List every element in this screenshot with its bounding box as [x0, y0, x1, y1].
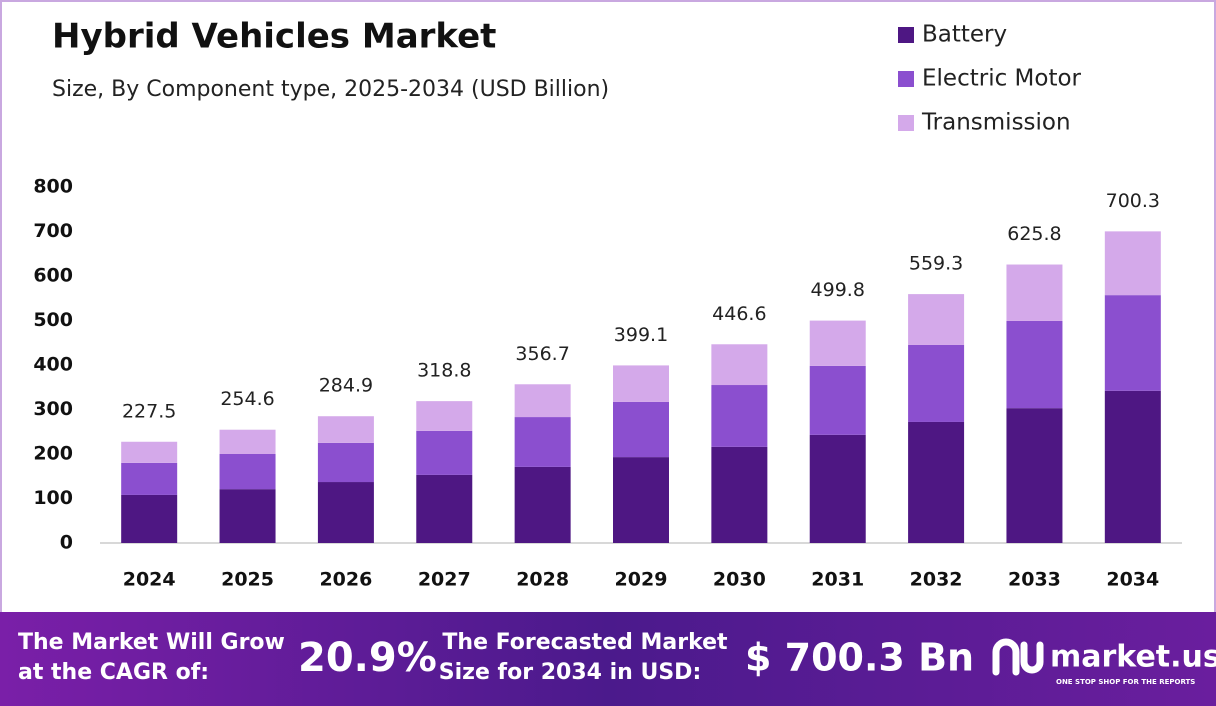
forecast-text: The Forecasted Market: [442, 630, 728, 655]
forecast-text: Size for 2034 in USD:: [439, 660, 702, 685]
legend-swatch: [898, 27, 914, 43]
tagline: ONE STOP SHOP FOR THE REPORTS: [1056, 678, 1195, 686]
x-tick-label: 2029: [615, 569, 668, 591]
legend: Battery Electric Motor Transmission: [898, 22, 1082, 136]
y-tick-label: 600: [33, 265, 73, 287]
bar-segment: [711, 446, 768, 543]
bar-segment: [121, 462, 178, 495]
logo-icon: [992, 638, 1044, 676]
bar-segment: [317, 442, 374, 483]
banner: [0, 612, 1216, 706]
y-tick-label: 200: [33, 443, 73, 465]
chart-title: Hybrid Vehicles Market: [52, 17, 496, 57]
bar-segment: [219, 454, 276, 490]
y-tick-label: 100: [33, 487, 73, 509]
total-label: 399.1: [614, 324, 668, 346]
bar-segment: [1006, 264, 1063, 321]
x-tick-label: 2033: [1008, 569, 1061, 591]
total-label: 446.6: [712, 303, 766, 325]
bar-segment: [1104, 295, 1161, 391]
total-label: 227.5: [122, 400, 176, 422]
cagr-text: at the CAGR of:: [18, 660, 209, 685]
bar-segment: [317, 482, 374, 543]
bar-segment: [613, 365, 669, 402]
bar-segment: [809, 320, 866, 366]
total-label: 559.3: [909, 253, 963, 275]
bar-segment: [1006, 320, 1063, 409]
total-label: 356.7: [515, 343, 569, 365]
banner-text: The Market Will Grow at the CAGR of: 20.…: [18, 630, 1216, 686]
forecast-value: $ 700.3 Bn: [745, 636, 974, 680]
bar-segment: [711, 385, 768, 447]
y-tick-label: 700: [33, 220, 73, 242]
x-tick-label: 2027: [418, 569, 471, 591]
bar-segment: [613, 457, 669, 543]
x-tick-label: 2025: [221, 569, 274, 591]
bar-segment: [809, 434, 866, 543]
y-tick-label: 300: [33, 398, 73, 420]
total-label: 625.8: [1007, 223, 1061, 245]
cagr-value: 20.9%: [298, 635, 437, 681]
total-label: 318.8: [417, 360, 471, 382]
bar-segment: [809, 365, 866, 435]
bar-segment: [711, 344, 768, 386]
bar-segment: [416, 401, 473, 431]
bar-segment: [1104, 390, 1161, 543]
bar-segment: [514, 466, 571, 543]
chart-subtitle: Size, By Component type, 2025-2034 (USD …: [52, 77, 609, 102]
y-tick-label: 500: [33, 309, 73, 331]
x-tick-label: 2034: [1106, 569, 1159, 591]
total-label: 254.6: [220, 388, 274, 410]
bar-segment: [908, 294, 965, 345]
bar-segment: [1104, 231, 1161, 296]
legend-label: Transmission: [921, 110, 1071, 136]
legend-swatch: [898, 115, 914, 131]
bar-segment: [514, 384, 571, 418]
bar-segment: [1006, 408, 1063, 543]
bar-segment: [613, 401, 669, 458]
x-tick-label: 2031: [811, 569, 864, 591]
bar-segment: [416, 430, 473, 475]
x-tick-label: 2030: [713, 569, 766, 591]
x-tick-label: 2026: [319, 569, 372, 591]
y-tick-label: 400: [33, 354, 73, 376]
bar-segment: [514, 417, 571, 467]
y-tick-label: 800: [33, 176, 73, 198]
bar-segment: [121, 494, 178, 543]
legend-swatch: [898, 71, 914, 87]
bar-segment: [416, 474, 473, 543]
legend-label: Battery: [922, 22, 1007, 48]
x-tick-label: 2024: [123, 569, 176, 591]
total-label: 700.3: [1106, 190, 1160, 212]
total-label: 499.8: [811, 279, 865, 301]
x-tick-label: 2028: [516, 569, 569, 591]
bar-segment: [219, 429, 276, 454]
bar-segment: [908, 421, 965, 543]
cagr-text: The Market Will Grow: [18, 630, 285, 655]
bar-segment: [908, 344, 965, 422]
bar-segment: [121, 441, 178, 463]
bar-segment: [219, 489, 276, 543]
bar-segment: [317, 416, 374, 443]
y-tick-label: 0: [60, 532, 73, 554]
total-label: 284.9: [319, 375, 373, 397]
legend-label: Electric Motor: [922, 66, 1082, 92]
brand: market.us: [1050, 640, 1216, 675]
x-tick-label: 2032: [910, 569, 963, 591]
